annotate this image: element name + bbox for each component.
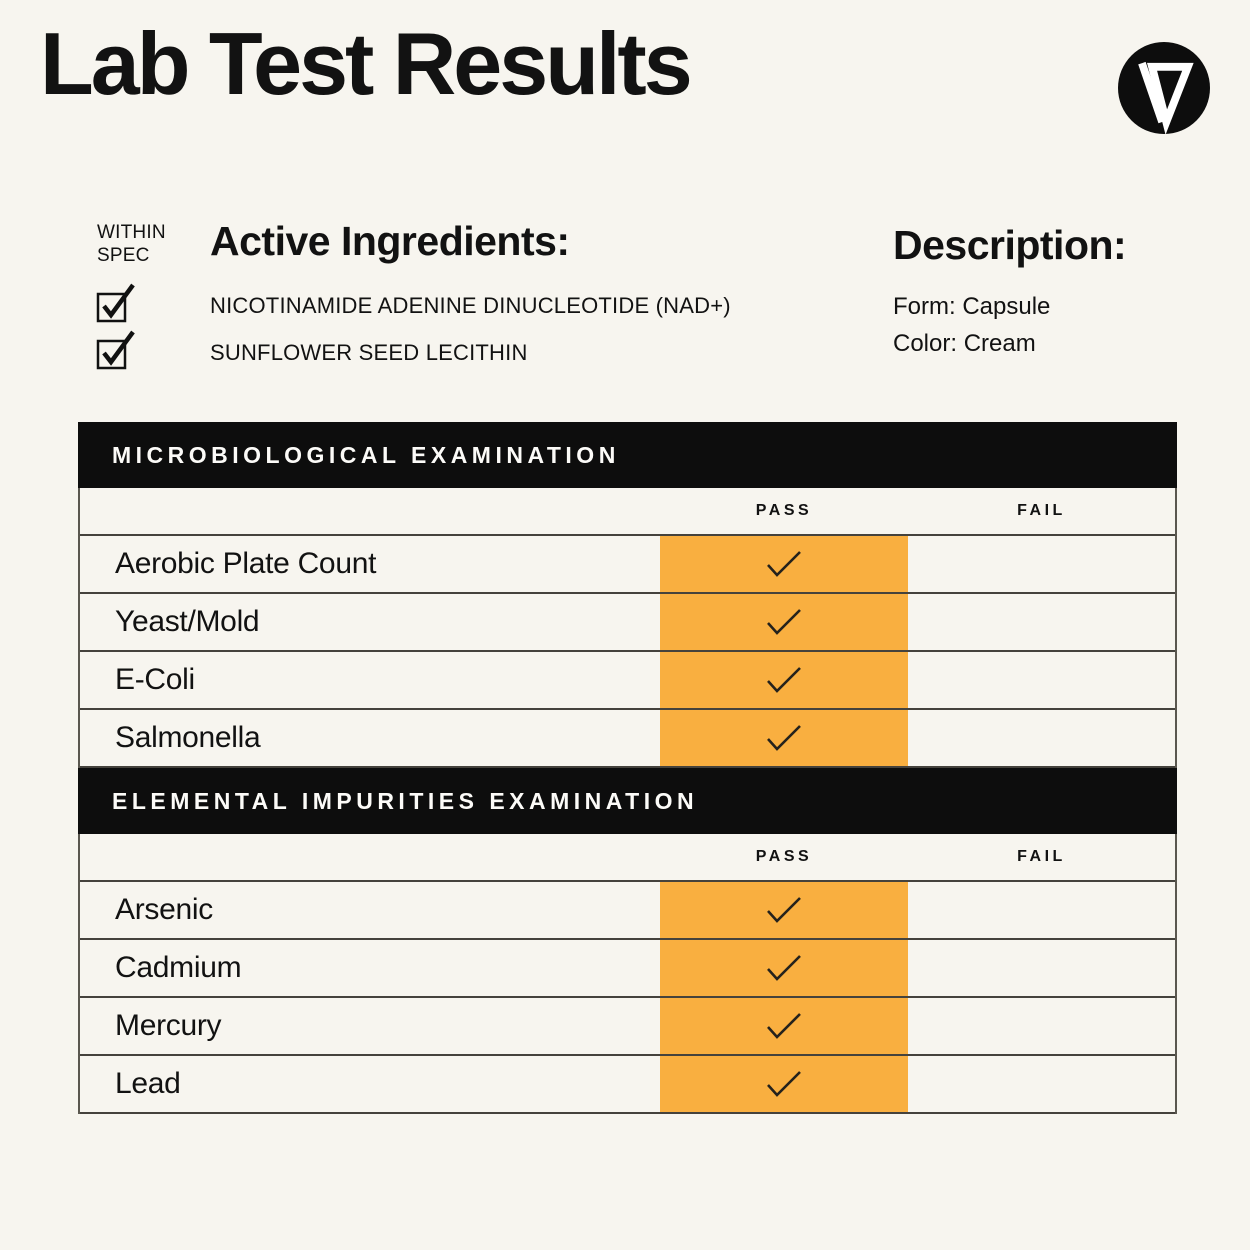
fail-cell — [908, 940, 1175, 996]
fail-cell — [908, 1056, 1175, 1112]
fail-cell — [908, 652, 1175, 708]
checked-checkbox-icon — [96, 278, 138, 324]
fail-cell — [908, 998, 1175, 1054]
row-name: E-Coli — [115, 663, 195, 696]
row-name: Mercury — [115, 1009, 222, 1042]
description-color-line: Color: Cream — [893, 330, 1036, 357]
table-row: Arsenic — [80, 882, 1175, 940]
row-name: Salmonella — [115, 721, 261, 754]
row-name: Lead — [115, 1067, 181, 1100]
pass-cell — [660, 940, 908, 996]
checked-checkbox-icon — [96, 325, 138, 371]
fail-cell — [908, 882, 1175, 938]
check-icon — [764, 1069, 804, 1099]
fail-cell — [908, 536, 1175, 592]
check-icon — [764, 665, 804, 695]
description-heading: Description: — [893, 222, 1127, 268]
column-header-row: PASS FAIL — [80, 488, 1175, 536]
within-spec-label: WITHIN SPEC — [97, 222, 166, 267]
ingredient-item: NICOTINAMIDE ADENINE DINUCLEOTIDE (NAD+) — [210, 293, 731, 318]
results-tables: MICROBIOLOGICAL EXAMINATION PASS FAIL Ae… — [78, 422, 1177, 1114]
check-icon — [764, 549, 804, 579]
fail-cell — [908, 594, 1175, 650]
row-name: Cadmium — [115, 951, 242, 984]
column-header-row: PASS FAIL — [80, 834, 1175, 882]
check-icon — [764, 607, 804, 637]
brand-logo — [1118, 42, 1210, 135]
pass-cell — [660, 998, 908, 1054]
table-title-microbiological: MICROBIOLOGICAL EXAMINATION — [78, 422, 1177, 488]
table-title-elemental-impurities: ELEMENTAL IMPURITIES EXAMINATION — [78, 768, 1177, 834]
pass-cell — [660, 710, 908, 766]
table-row: Salmonella — [80, 710, 1175, 768]
fail-cell — [908, 710, 1175, 766]
row-name: Yeast/Mold — [115, 605, 260, 638]
active-ingredients-heading: Active Ingredients: — [210, 218, 570, 264]
table-row: Aerobic Plate Count — [80, 536, 1175, 594]
description-form-line: Form: Capsule — [893, 293, 1051, 320]
ingredient-item: SUNFLOWER SEED LECITHIN — [210, 340, 528, 365]
column-header-fail: FAIL — [1017, 848, 1066, 865]
table-row: E-Coli — [80, 652, 1175, 710]
pass-cell — [660, 652, 908, 708]
pass-cell — [660, 536, 908, 592]
check-icon — [764, 895, 804, 925]
column-header-fail: FAIL — [1017, 502, 1066, 519]
table-row: Cadmium — [80, 940, 1175, 998]
check-icon — [764, 953, 804, 983]
page-title: Lab Test Results — [40, 14, 693, 113]
check-icon — [764, 723, 804, 753]
pass-cell — [660, 882, 908, 938]
row-name: Aerobic Plate Count — [115, 547, 377, 580]
pass-cell — [660, 594, 908, 650]
column-header-pass: PASS — [755, 848, 813, 865]
row-name: Arsenic — [115, 893, 213, 926]
column-header-pass: PASS — [755, 502, 813, 519]
check-icon — [764, 1011, 804, 1041]
table-row: Lead — [80, 1056, 1175, 1114]
pass-cell — [660, 1056, 908, 1112]
table-row: Yeast/Mold — [80, 594, 1175, 652]
table-row: Mercury — [80, 998, 1175, 1056]
v-triangle-logo-icon — [1118, 42, 1210, 138]
